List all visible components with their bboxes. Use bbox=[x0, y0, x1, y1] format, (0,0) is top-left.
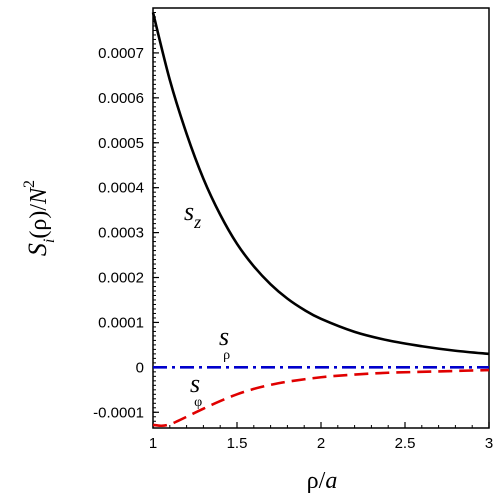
x-axis-title-rho: ρ bbox=[307, 468, 319, 494]
y-axis-title-open: ( bbox=[26, 231, 52, 239]
y-tick-label: 0.0006 bbox=[98, 90, 144, 107]
x-axis-title: ρ/a bbox=[307, 468, 338, 494]
y-axis-title: Si(ρ)/N2 bbox=[21, 180, 58, 256]
y-tick-label: 0.0003 bbox=[98, 225, 144, 242]
series-line-2 bbox=[152, 368, 490, 428]
y-tick-label: 0.0004 bbox=[98, 180, 144, 197]
x-axis: 1 1.5 2 2.5 3 bbox=[149, 422, 493, 452]
x-tick-label: 3 bbox=[485, 435, 493, 452]
label-sz: sz bbox=[184, 197, 201, 232]
y-axis: -0.0001 0 0.0001 0.0002 0.0003 0.0004 0.0005 0.… bbox=[93, 11, 159, 427]
label-sz-main: s bbox=[184, 197, 194, 226]
y-tick-label: -0.0001 bbox=[93, 404, 144, 421]
y-axis-title-i: i bbox=[41, 239, 58, 243]
y-axis-title-slash: / bbox=[26, 204, 52, 211]
y-tick-label: 0.0002 bbox=[98, 270, 144, 287]
series-line-0 bbox=[151, 12, 490, 356]
label-sphi-sub: φ bbox=[194, 395, 202, 410]
y-axis-title-exp: 2 bbox=[21, 180, 38, 188]
y-axis-title-rho: ρ bbox=[26, 219, 52, 231]
y-tick-label: 0 bbox=[136, 359, 144, 376]
x-tick-label: 2 bbox=[317, 435, 325, 452]
y-axis-title-n: N bbox=[26, 186, 52, 205]
label-sz-sub: z bbox=[193, 212, 201, 232]
plot-frame bbox=[152, 7, 490, 429]
label-sphi-main: s bbox=[190, 369, 200, 398]
y-axis-title-s: S bbox=[23, 243, 52, 256]
label-srho-sub: ρ bbox=[223, 348, 230, 363]
y-tick-label: 0.0001 bbox=[98, 314, 144, 331]
x-axis-title-a: a bbox=[325, 468, 337, 494]
series-lines bbox=[151, 12, 490, 428]
x-axis-title-slash: / bbox=[319, 468, 326, 494]
x-tick-label: 1 bbox=[149, 435, 157, 452]
y-tick-label: 0.0007 bbox=[98, 45, 144, 62]
x-tick-label: 2.5 bbox=[395, 435, 416, 452]
label-srho-main: s bbox=[219, 322, 229, 351]
y-axis-title-close: ) bbox=[26, 211, 52, 219]
x-tick-label: 1.5 bbox=[227, 435, 248, 452]
y-tick-label: 0.0005 bbox=[98, 135, 144, 152]
